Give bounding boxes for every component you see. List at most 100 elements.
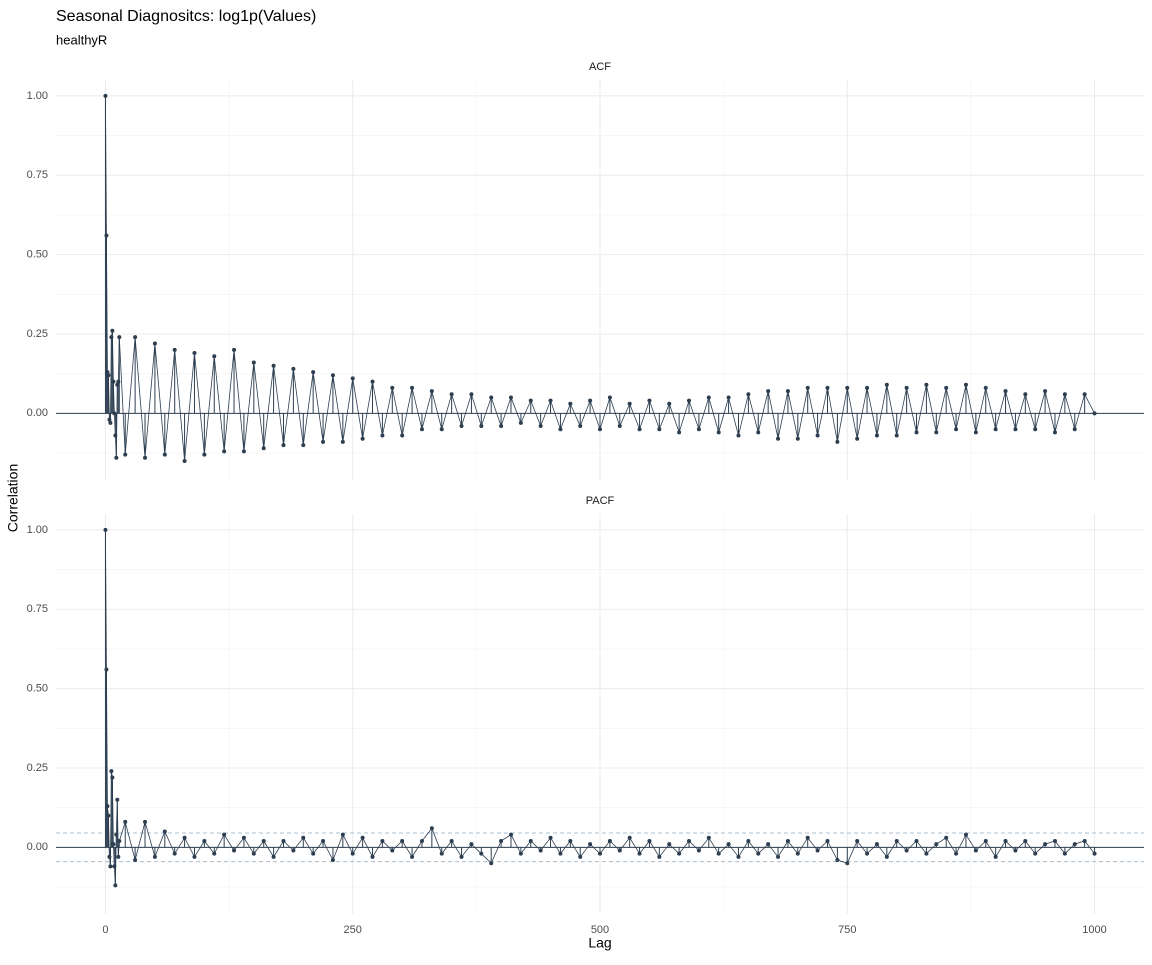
point xyxy=(865,851,870,856)
point xyxy=(261,838,266,843)
point xyxy=(963,832,968,837)
point xyxy=(103,93,108,98)
y-tick-label: 0.00 xyxy=(27,841,48,853)
point xyxy=(108,420,113,425)
point xyxy=(766,842,771,847)
y-tick-label: 0.25 xyxy=(27,762,48,774)
point xyxy=(449,838,454,843)
point xyxy=(117,838,122,843)
point xyxy=(291,848,296,853)
point xyxy=(548,835,553,840)
point xyxy=(706,395,711,400)
point xyxy=(111,842,116,847)
point xyxy=(815,848,820,853)
point xyxy=(617,424,622,429)
point xyxy=(112,864,117,869)
point xyxy=(687,838,692,843)
point xyxy=(281,443,286,448)
point xyxy=(518,420,523,425)
point xyxy=(1023,392,1028,397)
point xyxy=(825,385,830,390)
point xyxy=(677,851,682,856)
point xyxy=(805,835,810,840)
acf-line xyxy=(105,529,1095,886)
point xyxy=(746,838,751,843)
point xyxy=(459,424,464,429)
point xyxy=(904,385,909,390)
point xyxy=(558,427,563,432)
point xyxy=(162,452,167,457)
point xyxy=(647,398,652,403)
chart-subtitle: healthyR xyxy=(56,32,107,47)
point xyxy=(944,835,949,840)
point xyxy=(291,366,296,371)
point xyxy=(429,826,434,831)
point xyxy=(835,439,840,444)
point xyxy=(1052,838,1057,843)
y-tick-label: 0.50 xyxy=(27,683,48,695)
point xyxy=(706,835,711,840)
point xyxy=(528,398,533,403)
point xyxy=(785,838,790,843)
acf-line xyxy=(105,95,1095,461)
point xyxy=(924,851,929,856)
point xyxy=(1013,848,1018,853)
point xyxy=(117,335,122,340)
point xyxy=(1003,389,1008,394)
point xyxy=(884,382,889,387)
point xyxy=(360,436,365,441)
point xyxy=(271,854,276,859)
point xyxy=(419,838,424,843)
point xyxy=(914,838,919,843)
point xyxy=(110,328,115,333)
point xyxy=(934,842,939,847)
y-tick-label: 0.25 xyxy=(27,328,48,340)
point xyxy=(251,851,256,856)
point xyxy=(162,829,167,834)
point xyxy=(785,389,790,394)
y-tick-label: 0.75 xyxy=(27,169,48,181)
point xyxy=(1043,389,1048,394)
point xyxy=(107,417,112,422)
panel-title: ACF xyxy=(589,61,611,73)
x-tick-label: 750 xyxy=(838,924,856,936)
point xyxy=(212,851,217,856)
y-tick-label: 0.00 xyxy=(27,407,48,419)
point xyxy=(301,443,306,448)
point xyxy=(360,835,365,840)
point xyxy=(311,370,316,375)
point xyxy=(105,370,110,375)
point xyxy=(400,838,405,843)
point xyxy=(109,335,114,340)
point xyxy=(112,411,117,416)
point xyxy=(116,379,121,384)
point xyxy=(726,842,731,847)
point xyxy=(598,427,602,432)
point xyxy=(934,430,939,435)
point xyxy=(489,861,494,866)
point xyxy=(1062,851,1067,856)
point xyxy=(667,401,672,406)
point xyxy=(884,854,889,859)
point xyxy=(578,854,583,859)
point xyxy=(1052,430,1057,435)
point xyxy=(114,455,119,460)
point xyxy=(993,427,998,432)
point xyxy=(548,398,553,403)
point xyxy=(202,838,207,843)
point xyxy=(370,854,375,859)
point xyxy=(538,848,543,853)
point xyxy=(1082,838,1087,843)
point xyxy=(716,851,721,856)
point xyxy=(993,854,998,859)
point xyxy=(795,436,800,441)
x-tick-label: 1000 xyxy=(1082,924,1106,936)
point xyxy=(1003,838,1008,843)
point xyxy=(716,430,721,435)
point xyxy=(1013,427,1018,432)
point xyxy=(419,427,424,432)
point xyxy=(106,373,111,378)
point xyxy=(281,838,286,843)
point xyxy=(677,430,682,435)
